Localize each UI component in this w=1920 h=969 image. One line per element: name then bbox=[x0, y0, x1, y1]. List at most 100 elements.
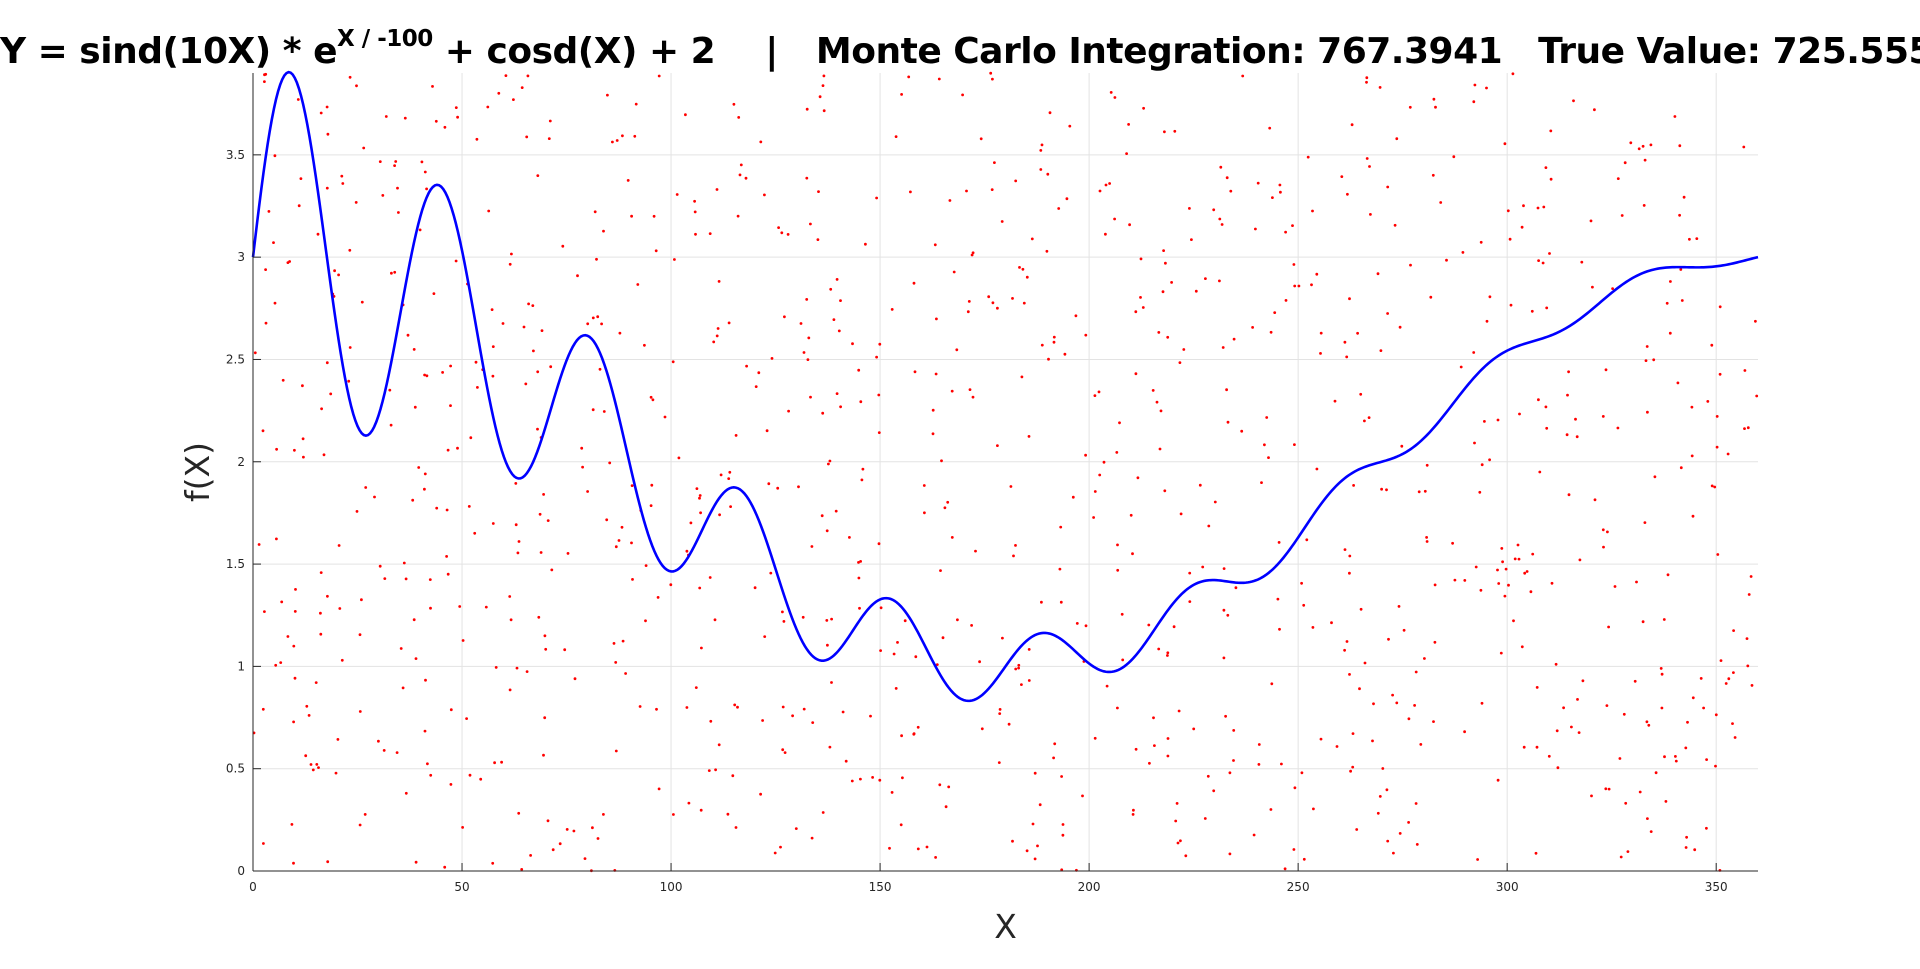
sample-point bbox=[401, 686, 405, 690]
sample-point bbox=[802, 351, 806, 354]
sample-point bbox=[1473, 83, 1477, 87]
sample-point bbox=[319, 571, 323, 574]
sample-point bbox=[529, 854, 532, 857]
sample-point bbox=[1645, 345, 1649, 348]
sample-point bbox=[1750, 684, 1754, 687]
sample-point bbox=[491, 861, 495, 865]
sample-point bbox=[1520, 225, 1524, 229]
sample-point bbox=[1549, 177, 1553, 181]
y-tick-label: 3.5 bbox=[226, 148, 245, 162]
sample-point bbox=[1474, 565, 1478, 569]
sample-point bbox=[500, 760, 503, 764]
sample-point bbox=[591, 826, 594, 830]
sample-point bbox=[1652, 358, 1656, 362]
sample-point bbox=[1732, 629, 1735, 632]
sample-point bbox=[1385, 488, 1388, 492]
sample-point bbox=[525, 670, 529, 673]
sample-point bbox=[1452, 155, 1456, 159]
sample-point bbox=[878, 342, 882, 346]
sample-point bbox=[998, 708, 1002, 711]
sample-point bbox=[699, 511, 702, 515]
sample-point bbox=[1685, 835, 1688, 839]
sample-point bbox=[914, 655, 918, 659]
title-separator: | bbox=[765, 31, 778, 72]
sample-point bbox=[1414, 802, 1418, 805]
sample-point bbox=[1572, 99, 1575, 103]
sample-point bbox=[1012, 554, 1015, 558]
sample-point bbox=[1172, 625, 1176, 629]
sample-point bbox=[536, 174, 540, 178]
sample-point bbox=[864, 242, 867, 246]
sample-point bbox=[1263, 443, 1266, 447]
sample-point bbox=[1039, 168, 1043, 171]
sample-point bbox=[818, 95, 822, 99]
sample-point bbox=[708, 576, 712, 579]
sample-point bbox=[811, 721, 815, 724]
sample-point bbox=[1611, 287, 1614, 290]
sample-point bbox=[420, 160, 424, 164]
sample-point bbox=[978, 660, 981, 664]
sample-point bbox=[834, 509, 838, 513]
sample-point bbox=[1052, 756, 1055, 760]
sample-point bbox=[325, 361, 329, 365]
sample-point bbox=[399, 647, 403, 650]
sample-point bbox=[618, 331, 622, 335]
sample-point bbox=[297, 204, 301, 208]
sample-point bbox=[1453, 578, 1457, 582]
sample-point bbox=[729, 505, 732, 508]
sample-point bbox=[626, 179, 630, 182]
sample-point bbox=[1116, 706, 1119, 710]
sample-point bbox=[827, 462, 830, 466]
sample-point bbox=[1570, 725, 1573, 729]
sample-point bbox=[544, 647, 548, 651]
sample-point bbox=[388, 388, 392, 392]
sample-point bbox=[1038, 803, 1042, 807]
sample-point bbox=[1084, 333, 1088, 337]
sample-point bbox=[491, 374, 495, 378]
sample-point bbox=[1046, 172, 1050, 176]
sample-point bbox=[1348, 554, 1352, 558]
sample-point bbox=[731, 774, 735, 778]
sample-point bbox=[776, 486, 780, 490]
sample-point bbox=[1277, 541, 1281, 544]
sample-point bbox=[997, 761, 1001, 764]
sample-point bbox=[396, 186, 399, 190]
sample-point bbox=[829, 287, 833, 291]
sample-point bbox=[1545, 306, 1549, 310]
sample-point bbox=[593, 210, 597, 214]
sample-point bbox=[1102, 460, 1106, 464]
sample-point bbox=[1718, 372, 1722, 376]
sample-point bbox=[263, 80, 266, 83]
sample-point bbox=[654, 249, 658, 253]
sample-point bbox=[1190, 238, 1193, 242]
sample-point bbox=[699, 808, 703, 812]
sample-point bbox=[777, 226, 780, 230]
sample-point bbox=[1271, 196, 1274, 200]
sample-point bbox=[1678, 213, 1681, 217]
y-axis-label: f(X) bbox=[178, 442, 217, 502]
sample-point bbox=[717, 743, 721, 747]
sample-point bbox=[1194, 289, 1198, 293]
sample-point bbox=[971, 395, 975, 399]
sample-point bbox=[337, 273, 340, 277]
sample-point bbox=[961, 93, 964, 97]
sample-point bbox=[875, 355, 878, 359]
sample-point bbox=[1398, 325, 1402, 329]
sample-point bbox=[404, 791, 408, 795]
sample-point bbox=[468, 773, 472, 777]
sample-point bbox=[1030, 237, 1034, 241]
sample-point bbox=[1407, 821, 1410, 824]
sample-point bbox=[644, 619, 647, 623]
sample-point bbox=[1166, 754, 1170, 758]
sample-point bbox=[950, 389, 954, 393]
sample-point bbox=[443, 125, 447, 129]
sample-point bbox=[888, 846, 891, 850]
sample-point bbox=[1691, 514, 1695, 518]
sample-point bbox=[912, 281, 916, 285]
sample-point bbox=[860, 478, 864, 482]
sample-point bbox=[1284, 230, 1287, 234]
sample-point bbox=[941, 636, 945, 640]
sample-point bbox=[1125, 152, 1128, 156]
sample-point bbox=[261, 429, 265, 433]
sample-point bbox=[373, 495, 376, 499]
